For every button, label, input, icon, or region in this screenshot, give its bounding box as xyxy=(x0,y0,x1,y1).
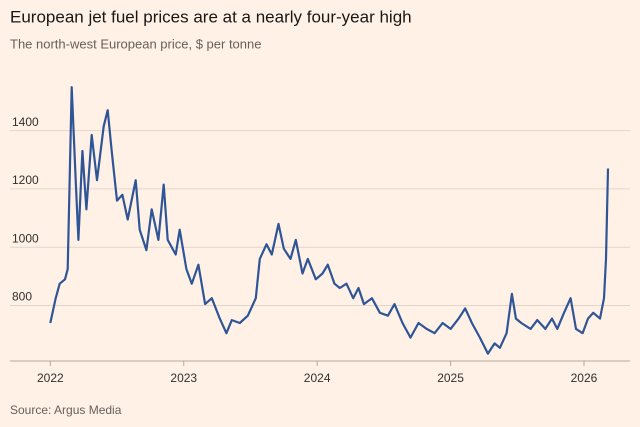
price-line xyxy=(49,86,610,355)
chart-title: European jet fuel prices are at a nearly… xyxy=(10,7,412,26)
y-tick-label: 1400 xyxy=(12,115,39,129)
y-tick-label: 1000 xyxy=(12,231,39,245)
x-tick-label: 2022 xyxy=(37,371,64,385)
source: Source: Argus Media xyxy=(10,403,122,417)
x-tick-label: 2024 xyxy=(304,371,331,385)
y-tick-label: 800 xyxy=(12,290,32,304)
x-tick-label: 2023 xyxy=(170,371,197,385)
chart-subtitle: The north-west European price, $ per ton… xyxy=(10,36,261,51)
x-tick-label: 2026 xyxy=(571,371,598,385)
y-tick-label: 1200 xyxy=(12,173,39,187)
x-tick-label: 2025 xyxy=(437,371,464,385)
